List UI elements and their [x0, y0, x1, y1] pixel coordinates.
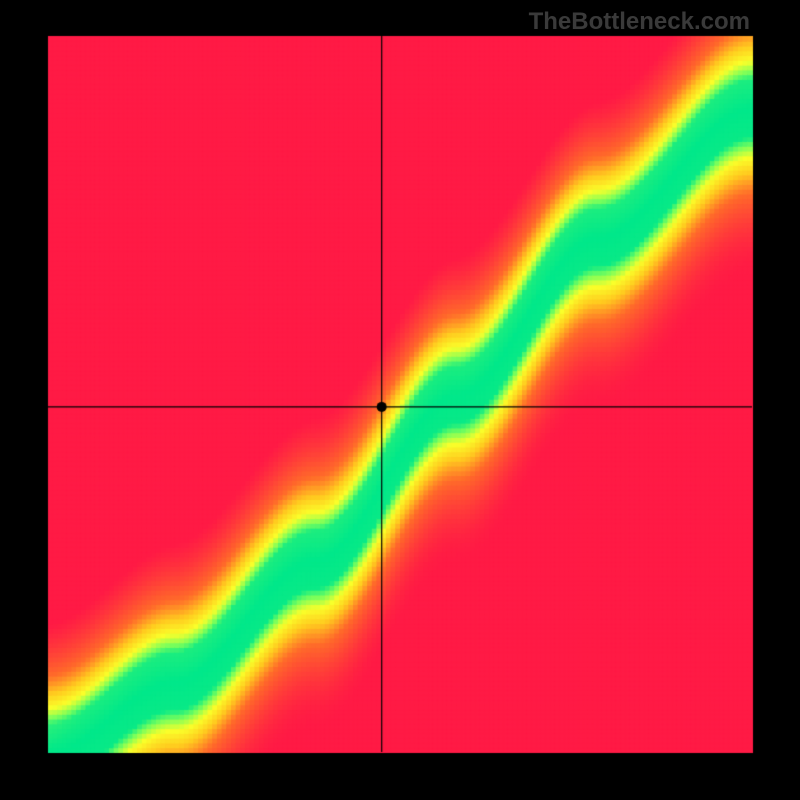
watermark-text: TheBottleneck.com: [529, 8, 750, 36]
chart-container: TheBottleneck.com: [0, 0, 800, 800]
bottleneck-heatmap: [0, 0, 800, 800]
